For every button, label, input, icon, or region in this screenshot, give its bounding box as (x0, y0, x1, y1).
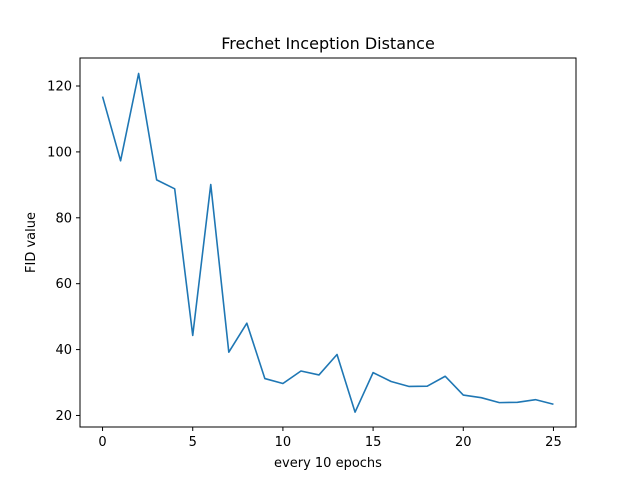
fid-series-line (101, 72, 554, 413)
x-tick-label: 15 (365, 435, 382, 450)
y-tick-label: 60 (55, 277, 72, 292)
y-tick-label: 40 (55, 343, 72, 358)
chart-title: Frechet Inception Distance (221, 34, 435, 53)
y-axis: 20 40 60 80 100 120 (47, 80, 80, 424)
y-tick-label: 120 (47, 80, 72, 95)
y-tick-label: 100 (47, 145, 72, 160)
y-axis-label: FID value (24, 212, 39, 273)
x-tick-label: 10 (275, 435, 292, 450)
x-tick-label: 20 (455, 435, 472, 450)
y-tick-label: 20 (55, 409, 72, 424)
y-tick-label: 80 (55, 211, 72, 226)
x-axis: 0 5 10 15 20 25 (98, 427, 562, 450)
x-tick-label: 5 (189, 435, 197, 450)
x-tick-label: 0 (98, 435, 106, 450)
plot-area: 0 5 10 15 20 25 20 40 60 80 100 120 (47, 57, 577, 450)
plot-frame (79, 57, 577, 428)
x-tick-label: 25 (545, 435, 562, 450)
x-axis-label: every 10 epochs (274, 456, 382, 471)
